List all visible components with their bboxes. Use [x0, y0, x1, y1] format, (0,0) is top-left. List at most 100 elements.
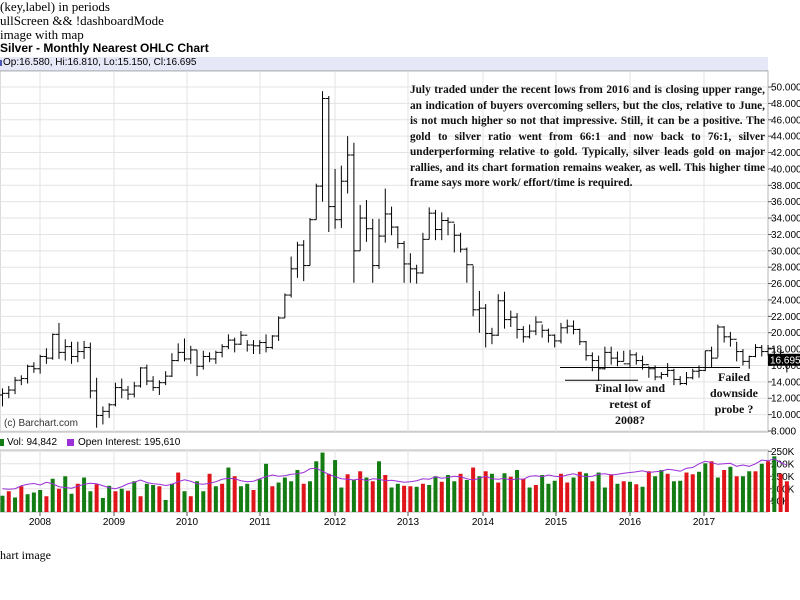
- open-interest-legend-value: 195,610: [144, 437, 181, 448]
- volume-bar: [703, 463, 708, 512]
- volume-bar: [113, 491, 118, 512]
- annotation-final-low-line-2: retest of 2008?: [609, 397, 651, 427]
- volume-bar: [784, 481, 789, 512]
- volume-bar: [358, 471, 363, 512]
- price-tick-label: 24.000: [771, 295, 800, 306]
- volume-bar: [238, 486, 243, 512]
- price-tick-label: 8.000: [771, 427, 796, 438]
- volume-bar: [653, 476, 658, 512]
- volume-bar: [88, 491, 93, 512]
- price-tick-label: 46.000: [771, 115, 800, 126]
- volume-bar: [558, 473, 563, 512]
- volume-bar: [508, 476, 513, 512]
- volume-bar: [665, 473, 670, 512]
- x-tick-label: 2012: [324, 517, 347, 528]
- annotation-final-low-line-1: Final low and: [594, 381, 666, 395]
- volume-bar: [427, 485, 432, 512]
- volume-bar: [753, 471, 758, 512]
- volume-bar: [207, 473, 212, 512]
- volume-bar: [772, 456, 777, 512]
- open-interest-line: [2, 458, 788, 490]
- volume-bar: [615, 483, 620, 512]
- volume-bar: [44, 496, 49, 512]
- x-tick-label: 2014: [472, 517, 495, 528]
- volume-bar: [577, 471, 582, 512]
- volume-bar: [25, 494, 30, 512]
- volume-bar: [678, 480, 683, 512]
- volume-bar: [19, 486, 24, 512]
- series-square-icon: [0, 60, 2, 66]
- volume-bar: [471, 467, 476, 512]
- open-interest-swatch: [67, 439, 74, 446]
- volume-bar: [13, 497, 18, 512]
- footer-text: hart image: [0, 548, 51, 562]
- volume-bar: [232, 476, 237, 512]
- volume-bar: [295, 470, 300, 512]
- volume-bar: [151, 485, 156, 512]
- volume-bar: [0, 495, 5, 512]
- volume-bar: [446, 475, 451, 512]
- volume-bar: [50, 478, 55, 512]
- price-tick-label: 26.000: [771, 279, 800, 290]
- last-price-badge: [768, 353, 800, 366]
- price-tick-label: 44.000: [771, 132, 800, 143]
- volume-bar: [220, 483, 225, 512]
- barchart-credit: (c) Barchart.com: [4, 418, 78, 429]
- volume-bar: [138, 496, 143, 512]
- volume-bar: [402, 485, 407, 512]
- price-tick-label: 20.000: [771, 328, 800, 339]
- volume-bar: [584, 473, 589, 512]
- commentary-note: July traded under the recent lows from 2…: [410, 84, 765, 189]
- volume-bar: [245, 483, 250, 512]
- volume-bar: [496, 482, 501, 512]
- volume-bar: [408, 486, 413, 512]
- volume-bar: [414, 486, 419, 512]
- volume-bar: [157, 486, 162, 512]
- header-line-3: image with map: [0, 27, 84, 42]
- volume-bar: [734, 476, 739, 512]
- volume-bar: [439, 481, 444, 512]
- annotation-final-low: Final low and retest of 2008?: [593, 380, 667, 428]
- volume-bar: [94, 484, 99, 512]
- volume-bar: [333, 460, 338, 512]
- volume-bar: [697, 471, 702, 512]
- last-price-label: 16.695: [770, 355, 800, 366]
- volume-bar: [31, 492, 36, 512]
- volume-bar: [320, 452, 325, 512]
- volume-bar: [690, 474, 695, 512]
- volume-bar: [540, 475, 545, 512]
- volume-bar: [458, 473, 463, 512]
- x-tick-label: 2013: [397, 517, 420, 528]
- price-tick-label: 48.000: [771, 99, 800, 110]
- volume-bar: [477, 476, 482, 512]
- annotation-failed-probe: Failed downside probe ?: [708, 369, 760, 417]
- price-tick-label: 14.000: [771, 377, 800, 388]
- volume-bar: [282, 477, 287, 512]
- volume-bar: [728, 466, 733, 512]
- volume-bar: [270, 486, 275, 512]
- volume-bar: [621, 481, 626, 512]
- volume-bar: [126, 490, 130, 512]
- x-tick-label: 2015: [545, 517, 568, 528]
- volume-bar: [63, 476, 68, 512]
- volume-bar: [213, 486, 218, 512]
- volume-bar: [364, 477, 369, 512]
- annotation-failed-probe-line-1: Failed: [718, 370, 750, 384]
- price-tick-label: 16.000: [771, 361, 800, 372]
- volume-bar: [195, 481, 200, 512]
- volume-legend-label: Vol: [7, 437, 21, 448]
- volume-tick-label: 250K: [771, 447, 795, 458]
- volume-bar: [82, 477, 87, 512]
- volume-bar: [132, 481, 137, 512]
- price-tick-label: 10.000: [771, 410, 800, 421]
- price-tick-label: 28.000: [771, 263, 800, 274]
- volume-bar: [452, 481, 457, 512]
- volume-bar: [515, 470, 520, 512]
- volume-tick-label: 150K: [771, 472, 795, 483]
- volume-bar: [715, 477, 720, 512]
- header-line-1: (key,label) in periods: [0, 0, 110, 14]
- volume-bar: [671, 481, 676, 512]
- volume-bar: [646, 471, 651, 512]
- price-tick-label: 36.000: [771, 197, 800, 208]
